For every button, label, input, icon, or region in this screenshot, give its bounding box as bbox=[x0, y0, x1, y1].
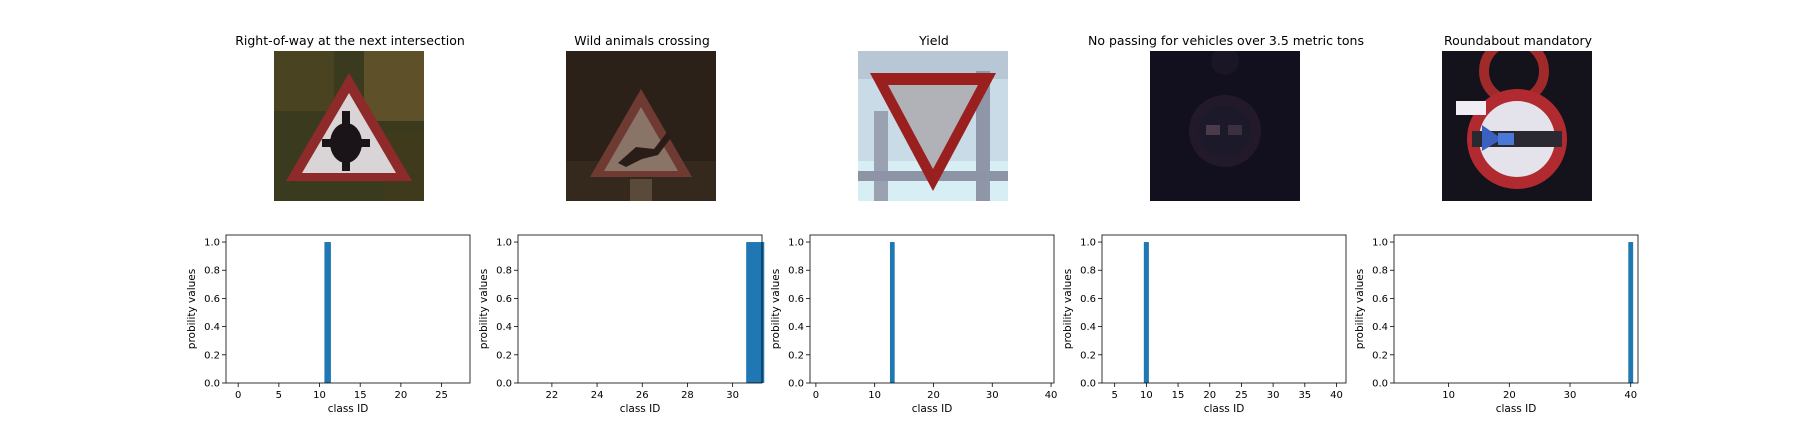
x-tick-label: 30 bbox=[1564, 390, 1577, 401]
x-tick-label: 40 bbox=[1330, 390, 1343, 401]
image-title-1: Right-of-way at the next intersection bbox=[235, 33, 465, 48]
x-axis-label: class ID bbox=[328, 403, 369, 415]
y-tick-label: 0.4 bbox=[496, 322, 512, 333]
y-tick-label: 0.8 bbox=[788, 266, 804, 277]
y-tick-label: 0.6 bbox=[1080, 294, 1096, 305]
axes-frame bbox=[225, 234, 471, 384]
x-tick-label: 20 bbox=[1503, 390, 1516, 401]
bar bbox=[1143, 242, 1149, 383]
y-tick-label: 0.6 bbox=[204, 294, 220, 305]
y-tick-label: 1.0 bbox=[788, 238, 804, 249]
y-tick-label: 0.0 bbox=[496, 379, 512, 390]
wild-animals-sign-icon bbox=[566, 51, 716, 201]
y-tick-label: 1.0 bbox=[1080, 238, 1096, 249]
x-tick-label: 30 bbox=[1267, 390, 1280, 401]
x-tick-label: 15 bbox=[354, 390, 367, 401]
right-of-way-sign-icon bbox=[274, 51, 424, 201]
x-tick-label: 15 bbox=[1172, 390, 1185, 401]
y-tick-label: 0.0 bbox=[788, 379, 804, 390]
bar bbox=[746, 242, 765, 383]
y-tick-label: 0.8 bbox=[1372, 266, 1388, 277]
x-tick-label: 20 bbox=[394, 390, 407, 401]
x-tick-label: 25 bbox=[435, 390, 448, 401]
axes-frame bbox=[517, 234, 763, 384]
y-tick-label: 0.8 bbox=[1080, 266, 1096, 277]
x-tick-label: 25 bbox=[1235, 390, 1248, 401]
axes-frame bbox=[1101, 234, 1347, 384]
y-tick-label: 0.6 bbox=[496, 294, 512, 305]
image-title-5: Roundabout mandatory bbox=[1443, 33, 1593, 48]
x-tick-label: 20 bbox=[927, 390, 940, 401]
y-tick-label: 0.0 bbox=[204, 379, 220, 390]
x-tick-label: 22 bbox=[546, 390, 559, 401]
x-tick-label: 10 bbox=[313, 390, 326, 401]
x-tick-label: 10 bbox=[1140, 390, 1153, 401]
x-tick-label: 10 bbox=[1442, 390, 1455, 401]
y-tick-label: 0.4 bbox=[1372, 322, 1388, 333]
x-tick-label: 30 bbox=[986, 390, 999, 401]
x-tick-label: 30 bbox=[726, 390, 739, 401]
no-passing-heavy-sign-icon bbox=[1150, 51, 1300, 201]
yield-sign-icon bbox=[858, 51, 1008, 201]
x-axis-label: class ID bbox=[620, 403, 661, 415]
y-axis-label: probility values bbox=[1354, 269, 1366, 349]
x-axis-label: class ID bbox=[912, 403, 953, 415]
x-tick-label: 10 bbox=[868, 390, 881, 401]
y-tick-label: 0.4 bbox=[1080, 322, 1096, 333]
x-tick-label: 20 bbox=[1203, 390, 1216, 401]
x-tick-label: 40 bbox=[1045, 390, 1058, 401]
roundabout-sign-icon bbox=[1442, 51, 1592, 201]
x-tick-label: 0 bbox=[813, 390, 819, 401]
y-axis-label: probility values bbox=[478, 269, 490, 349]
x-tick-label: 26 bbox=[636, 390, 649, 401]
y-axis-label: probility values bbox=[1062, 269, 1074, 349]
y-tick-label: 0.2 bbox=[1372, 350, 1388, 361]
y-axis-label: probility values bbox=[770, 269, 782, 349]
y-tick-label: 0.8 bbox=[204, 266, 220, 277]
y-tick-label: 0.2 bbox=[1080, 350, 1096, 361]
y-tick-label: 0.8 bbox=[496, 266, 512, 277]
x-tick-label: 35 bbox=[1298, 390, 1311, 401]
y-tick-label: 0.4 bbox=[204, 322, 220, 333]
y-tick-label: 1.0 bbox=[1372, 238, 1388, 249]
bar bbox=[1628, 242, 1634, 383]
y-tick-label: 0.2 bbox=[496, 350, 512, 361]
axes-frame bbox=[1393, 234, 1639, 384]
bar bbox=[889, 242, 895, 383]
y-tick-label: 0.2 bbox=[788, 350, 804, 361]
x-tick-label: 28 bbox=[681, 390, 694, 401]
image-title-3: Yield bbox=[919, 33, 949, 48]
probability-charts: 0.0 0.2 0.4 0.6 0.8 1.0 0 5 10 15 20 25 class ID prob… bbox=[186, 234, 1639, 415]
axes-frame bbox=[809, 234, 1055, 384]
image-title-4: No passing for vehicles over 3.5 metric … bbox=[1088, 33, 1364, 48]
x-tick-label: 5 bbox=[276, 390, 282, 401]
x-tick-label: 0 bbox=[235, 390, 241, 401]
bar bbox=[324, 242, 331, 383]
y-tick-label: 0.6 bbox=[1372, 294, 1388, 305]
image-title-2: Wild animals crossing bbox=[574, 33, 710, 48]
x-tick-label: 5 bbox=[1111, 390, 1117, 401]
y-tick-label: 1.0 bbox=[204, 238, 220, 249]
y-tick-label: 0.0 bbox=[1372, 379, 1388, 390]
y-axis-label: probility values bbox=[186, 269, 198, 349]
y-tick-label: 0.4 bbox=[788, 322, 804, 333]
y-tick-label: 0.6 bbox=[788, 294, 804, 305]
x-axis-label: class ID bbox=[1204, 403, 1245, 415]
y-tick-label: 1.0 bbox=[496, 238, 512, 249]
x-tick-label: 40 bbox=[1624, 390, 1637, 401]
x-axis-label: class ID bbox=[1496, 403, 1537, 415]
y-tick-label: 0.0 bbox=[1080, 379, 1096, 390]
x-tick-label: 24 bbox=[591, 390, 604, 401]
y-tick-label: 0.2 bbox=[204, 350, 220, 361]
